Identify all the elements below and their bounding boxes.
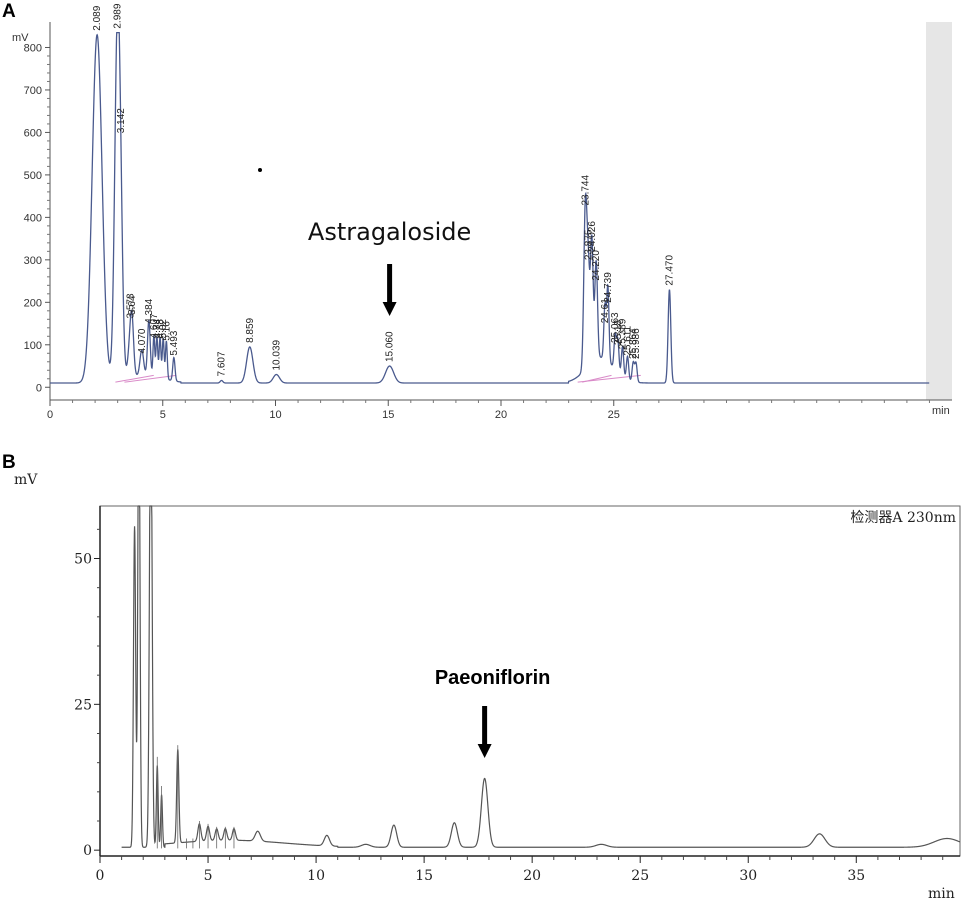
panel-a-y-tick-label: 700	[24, 85, 42, 97]
peak-label: 25.611	[623, 325, 634, 355]
panel-a-x-unit: min	[932, 405, 950, 417]
peak-label: 5.16	[161, 321, 172, 341]
peak-label: 2.089	[92, 5, 103, 30]
peak-label: 4.88	[155, 319, 166, 339]
peak-label: 24.739	[603, 272, 614, 303]
peak-label: 25.389	[618, 318, 629, 349]
panel-b-letter: B	[2, 452, 16, 473]
peak-label: 24.220	[591, 250, 602, 281]
panel-b-y-tick-label: 25	[74, 697, 92, 713]
peak-label: 23.744	[580, 175, 591, 206]
peak-label: 4.607	[149, 313, 160, 338]
peak-label: 24.61	[600, 298, 611, 323]
panel-b-x-tick-label: 5	[204, 868, 213, 884]
peak-label: 5.493	[169, 330, 180, 355]
peak-label: 23.875	[583, 229, 594, 260]
panel-a-speck	[258, 168, 262, 172]
panel-b-trace	[121, 505, 960, 848]
panel-b-x-tick-label: 0	[96, 868, 105, 884]
peak-label: 4.070	[137, 328, 148, 353]
peak-label: 24.026	[587, 221, 598, 252]
panel-a-y-tick-label: 100	[24, 340, 42, 352]
panel-a-x-tick-label: 0	[47, 409, 53, 421]
panel-a-y-unit: mV	[12, 32, 29, 44]
peak-label: 8.859	[245, 317, 256, 342]
panel-a-trace	[50, 31, 930, 384]
peak-label: 10.039	[271, 339, 282, 370]
panel-b-y-tick-label: 50	[74, 552, 92, 568]
panel-a-x-tick-label: 5	[160, 409, 166, 421]
astragaloside-arrow	[382, 264, 397, 316]
panel-a-y-tick-label: 600	[24, 127, 42, 139]
peak-label: 15.060	[385, 331, 396, 362]
panel-a-y-tick-label: 400	[24, 212, 42, 224]
peak-label: 25.18	[613, 319, 624, 344]
panel-b-x-tick-label: 25	[631, 868, 649, 884]
paeoniflorin-annotation: Paeoniflorin	[435, 667, 551, 689]
paeoniflorin-arrow	[477, 706, 492, 758]
peak-label: 25.864	[628, 328, 639, 359]
peak-label: 3.142	[116, 108, 127, 133]
peak-label: 4.74	[152, 319, 163, 339]
panel-a-letter: A	[2, 1, 16, 22]
panel-a: A 0 100 200 300 400 500 600 700 800 0 5 10 15 20 25 2.…	[2, 1, 952, 421]
panel-a-x-tick-label: 25	[608, 409, 620, 421]
peak-label: 27.470	[664, 255, 675, 286]
panel-a-scroll-region	[926, 22, 952, 400]
peak-label: 4.384	[144, 298, 155, 323]
panel-a-y-tick-label: 500	[24, 170, 42, 182]
panel-b-x-tick-label: 35	[847, 868, 865, 884]
panel-a-y-tick-label: 300	[24, 255, 42, 267]
panel-a-y-tick-label: 800	[24, 42, 42, 54]
detector-legend: 检测器A 230nm	[850, 510, 956, 526]
panel-b-x-tick-label: 30	[739, 868, 757, 884]
panel-a-y-tick-label: 200	[24, 297, 42, 309]
peak-label: 3.64	[127, 295, 138, 315]
panel-b-y-unit: mV	[14, 472, 38, 488]
panel-a-x-tick-label: 20	[495, 409, 507, 421]
peak-label: 3.573	[126, 293, 137, 318]
panel-a-integration-baseline	[115, 374, 154, 383]
panel-b-x-tick-label: 20	[523, 868, 541, 884]
panel-a-x-tick-label: 10	[269, 409, 281, 421]
panel-b-x-unit: min	[928, 886, 955, 902]
panel-a-integration-baseline	[582, 374, 612, 383]
panel-a-y-tick-label: 0	[36, 382, 42, 394]
panel-b-y-tick-label: 0	[83, 843, 92, 859]
astragaloside-annotation: Astragaloside	[308, 218, 471, 246]
peak-label: 2.989	[112, 3, 123, 28]
peak-label: 7.607	[217, 351, 228, 376]
panel-b-x-tick-label: 15	[415, 868, 433, 884]
panel-b-x-tick-label: 10	[307, 868, 325, 884]
peak-label: 5.02	[158, 319, 169, 339]
panel-a-x-tick-label: 15	[382, 409, 394, 421]
peak-label: 25.986	[631, 328, 642, 359]
peak-label: 25.063	[610, 312, 621, 343]
panel-a-integration-baseline	[124, 374, 177, 383]
